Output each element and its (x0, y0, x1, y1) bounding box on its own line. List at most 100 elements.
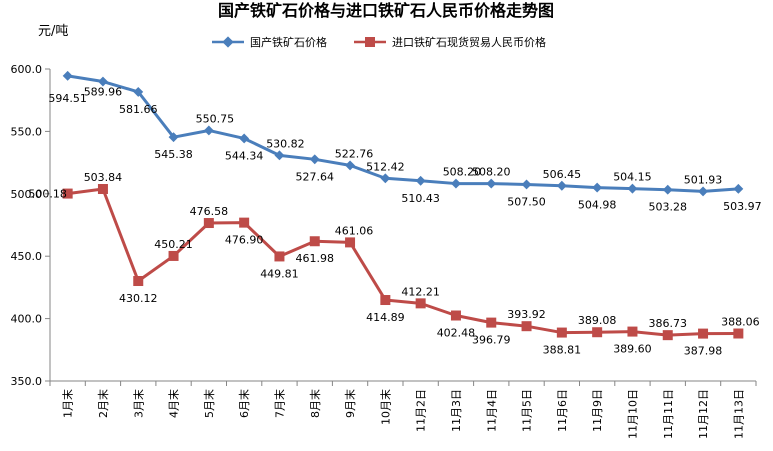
data-point-imported (239, 217, 250, 228)
data-label: 388.06 (721, 316, 760, 329)
data-label: 504.98 (578, 199, 617, 212)
data-point-imported (733, 328, 744, 339)
data-point-imported (133, 276, 144, 287)
data-point-domestic (733, 183, 744, 194)
data-label: 461.98 (296, 252, 335, 265)
data-label: 504.15 (613, 171, 652, 184)
data-label: 393.92 (507, 308, 546, 321)
data-label: 501.93 (684, 173, 723, 186)
x-category-label: 6月末 (237, 389, 251, 418)
data-point-imported (380, 295, 391, 306)
data-point-domestic (662, 184, 673, 195)
data-label: 581.66 (119, 103, 158, 116)
x-category-label: 10月末 (378, 389, 392, 425)
data-label: 550.75 (196, 112, 235, 125)
x-category-label: 8月末 (308, 389, 322, 418)
data-point-domestic (133, 86, 144, 97)
data-point-domestic (168, 132, 179, 143)
data-label: 544.34 (225, 149, 264, 162)
data-point-imported (203, 218, 214, 229)
data-point-domestic (203, 125, 214, 136)
y-tick-label: 600.0 (11, 63, 43, 76)
x-category-label: 2月末 (96, 389, 110, 418)
data-label: 510.43 (401, 192, 440, 205)
data-point-domestic (62, 70, 73, 81)
data-label: 508.20 (443, 166, 482, 179)
data-label: 506.45 (543, 168, 582, 181)
data-label: 508.20 (472, 166, 511, 179)
series-markers (62, 70, 744, 341)
y-tick-label: 450.0 (11, 250, 43, 263)
data-label: 402.48 (437, 327, 476, 340)
legend: 国产铁矿石价格 进口铁矿石现货贸易人民币价格 (212, 35, 546, 49)
data-point-domestic (274, 150, 285, 161)
data-label: 512.42 (366, 160, 405, 173)
series-line-0 (67, 74, 739, 193)
chart-title: 国产铁矿石价格与进口铁矿石人民币价格走势图 (218, 1, 554, 20)
data-point-domestic (345, 160, 355, 171)
data-point-imported (662, 330, 673, 341)
y-tick-label: 550.0 (11, 125, 43, 138)
x-category-label: 11月13日 (732, 389, 745, 439)
data-label: 414.89 (366, 311, 405, 324)
data-label: 589.96 (84, 86, 123, 99)
data-label: 476.90 (225, 234, 264, 247)
legend-marker-imported (365, 37, 375, 47)
data-point-imported (698, 328, 709, 339)
data-point-domestic (98, 76, 108, 87)
x-category-label: 11月12日 (697, 389, 710, 439)
data-point-imported (97, 184, 108, 195)
data-point-imported (556, 327, 567, 338)
data-point-imported (486, 317, 497, 328)
legend-marker-domestic (222, 36, 234, 48)
data-point-domestic (486, 178, 497, 189)
data-label: 387.98 (684, 345, 723, 358)
data-label: 461.06 (335, 224, 374, 237)
y-tick-label: 350.0 (11, 375, 43, 388)
data-label: 430.12 (119, 292, 158, 305)
x-category-label: 11月6日 (556, 389, 569, 432)
data-point-domestic (309, 154, 320, 165)
x-category-label: 11月5日 (521, 389, 534, 432)
data-point-imported (345, 237, 356, 248)
data-label: 389.08 (578, 314, 617, 327)
data-point-domestic (627, 183, 638, 194)
x-category-label: 11月2日 (415, 389, 428, 432)
data-label: 527.64 (296, 170, 335, 183)
x-category-label: 11月4日 (485, 389, 498, 432)
data-point-imported (62, 188, 73, 199)
x-category-label: 4月末 (167, 389, 181, 418)
x-category-label: 3月末 (131, 389, 145, 418)
data-point-imported (309, 236, 320, 247)
y-tick-label: 400.0 (11, 313, 43, 326)
x-category-label: 1月末 (61, 389, 75, 418)
data-label: 545.38 (154, 148, 193, 161)
data-point-imported (592, 327, 603, 338)
data-point-domestic (698, 186, 708, 197)
data-label: 500.18 (28, 188, 67, 201)
x-category-label: 11月11日 (662, 389, 675, 439)
data-label: 449.81 (260, 267, 299, 280)
data-label: 396.79 (472, 334, 511, 347)
data-point-imported (450, 310, 461, 321)
data-point-domestic (239, 133, 250, 144)
x-category-label: 11月10日 (626, 389, 639, 439)
x-category-label: 9月末 (343, 389, 357, 418)
legend-label-domestic: 国产铁矿石价格 (250, 35, 327, 49)
data-point-imported (415, 298, 426, 309)
data-point-imported (521, 321, 532, 332)
series-line-1 (67, 187, 739, 337)
legend-label-imported: 进口铁矿石现货贸易人民币价格 (392, 35, 546, 49)
data-point-imported (627, 326, 638, 337)
x-category-label: 5月末 (202, 389, 216, 418)
data-point-imported (274, 251, 285, 262)
data-point-domestic (521, 179, 532, 190)
data-point-imported (168, 250, 179, 261)
data-point-domestic (415, 175, 426, 186)
data-point-domestic (592, 182, 603, 193)
data-label: 386.73 (649, 317, 688, 330)
data-label: 530.82 (266, 137, 305, 150)
y-tick-label: 500.0 (11, 188, 43, 201)
